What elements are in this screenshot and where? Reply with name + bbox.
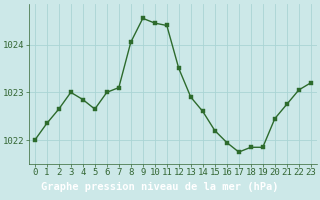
Text: Graphe pression niveau de la mer (hPa): Graphe pression niveau de la mer (hPa) [41, 181, 279, 192]
